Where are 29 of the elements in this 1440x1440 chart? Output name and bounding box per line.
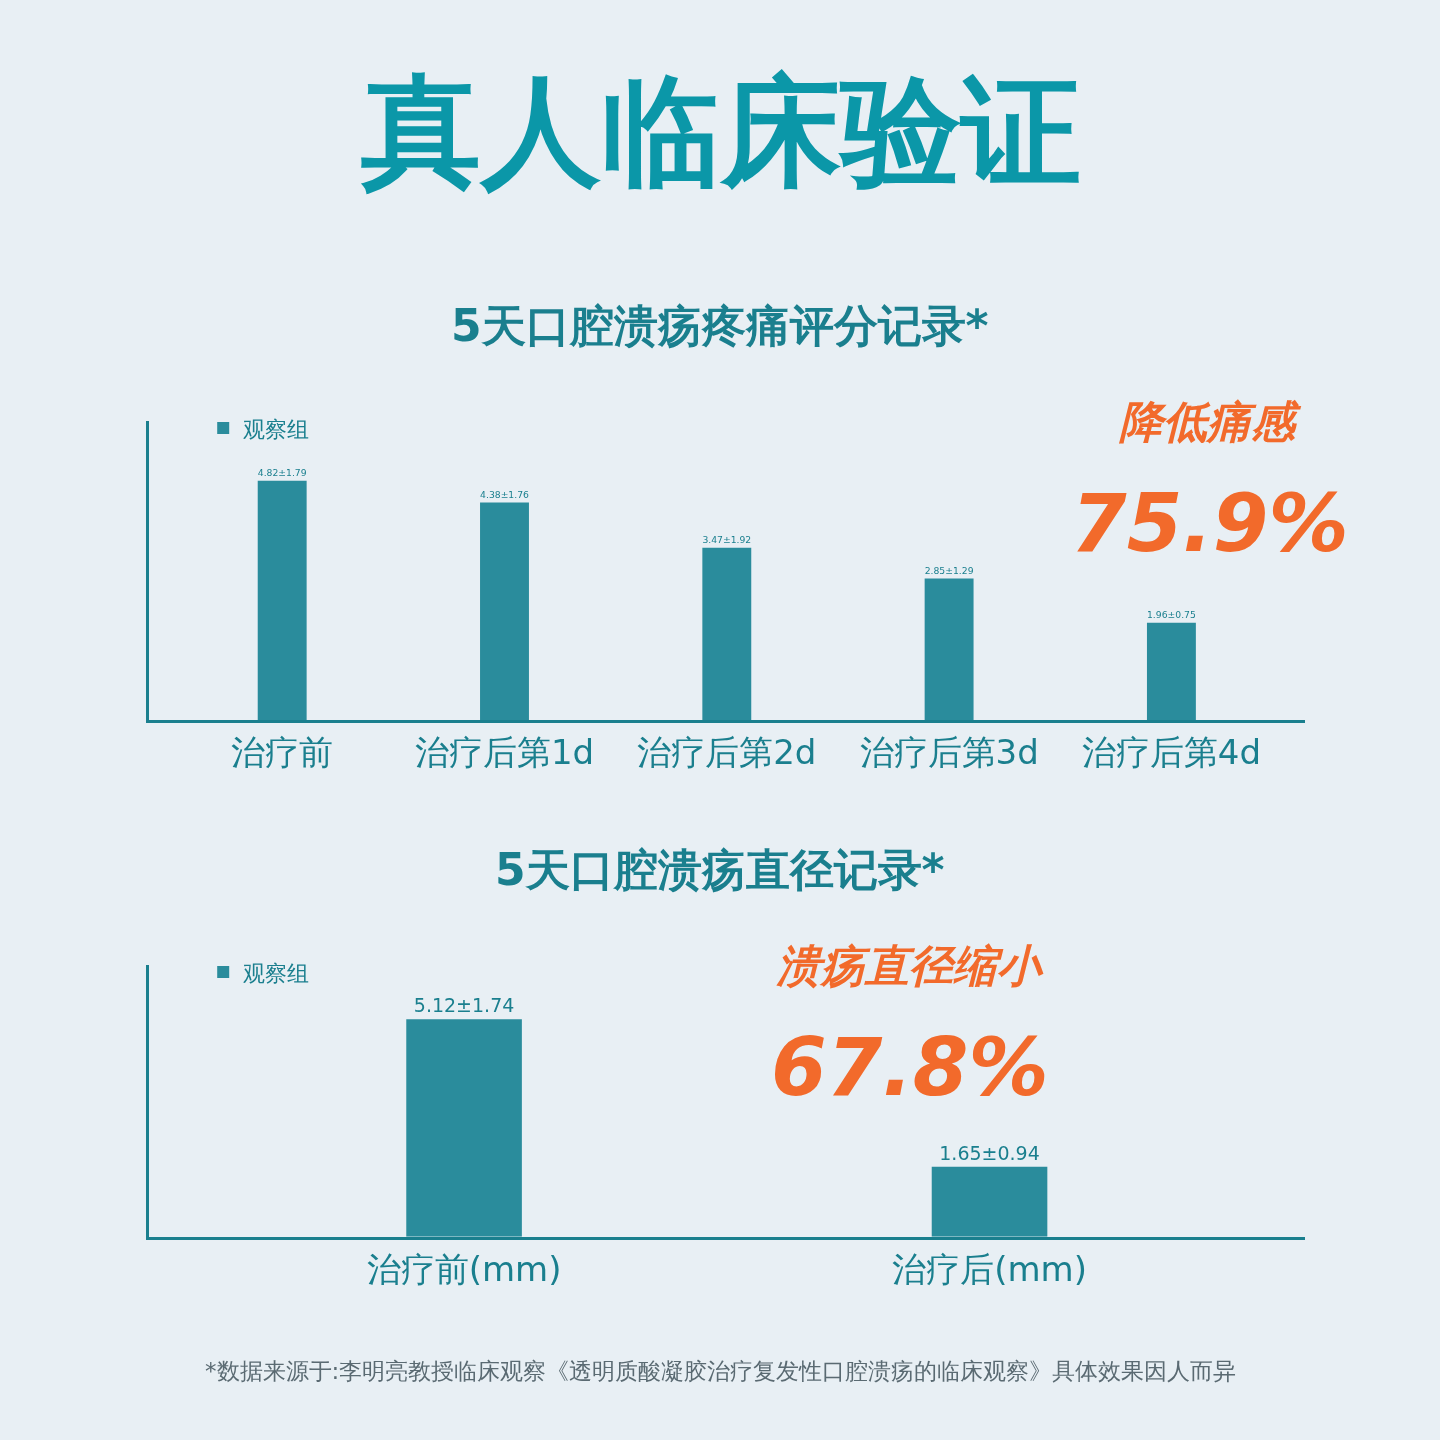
text: 溃疡直径缩小	[776, 940, 1044, 991]
data-label: 4.38±1.76	[480, 488, 530, 500]
bar	[1146, 622, 1196, 720]
bar	[480, 502, 529, 720]
bar	[702, 547, 752, 720]
chart-title: 真人临床验证	[360, 62, 1081, 201]
data-label: 2.85±1.29	[924, 564, 974, 576]
bar	[924, 578, 974, 720]
text: 降低痛感	[1118, 396, 1302, 447]
annotation: 75.9%	[1071, 477, 1349, 570]
x-tick-label: 治疗后第1d	[414, 731, 595, 772]
data-label: 5.12±1.74	[413, 994, 515, 1017]
x-tick-label: 治疗前(mm)	[366, 1248, 562, 1289]
chart-subtitle: 5天口腔溃疡疼痛评分记录*	[451, 300, 989, 351]
data-label: 3.47±1.92	[702, 533, 752, 545]
legend-label: 观察组	[243, 416, 310, 442]
x-tick-label: 治疗后第4d	[1081, 731, 1262, 772]
x-tick-label: 治疗后第2d	[637, 731, 817, 772]
text: *数据来源于:李明亮教授临床观察《透明质酸凝胶治疗复发性口腔溃疡的临床观察》具体效果因人而异	[205, 1358, 1237, 1384]
data-label: 1.96±0.75	[1146, 608, 1196, 620]
x-tick-label: 治疗前	[231, 731, 334, 772]
data-label: 1.65±0.94	[939, 1141, 1040, 1164]
bar	[257, 480, 307, 720]
data-label: 4.82±1.79	[257, 466, 307, 478]
annotation: 67.8%	[771, 1021, 1049, 1114]
chart-subtitle: 5天口腔溃疡直径记录*	[495, 844, 945, 895]
legend-label: 观察组	[243, 960, 310, 986]
x-tick-label: 治疗后(mm)	[892, 1248, 1087, 1289]
x-tick-label: 治疗后第3d	[859, 731, 1039, 772]
